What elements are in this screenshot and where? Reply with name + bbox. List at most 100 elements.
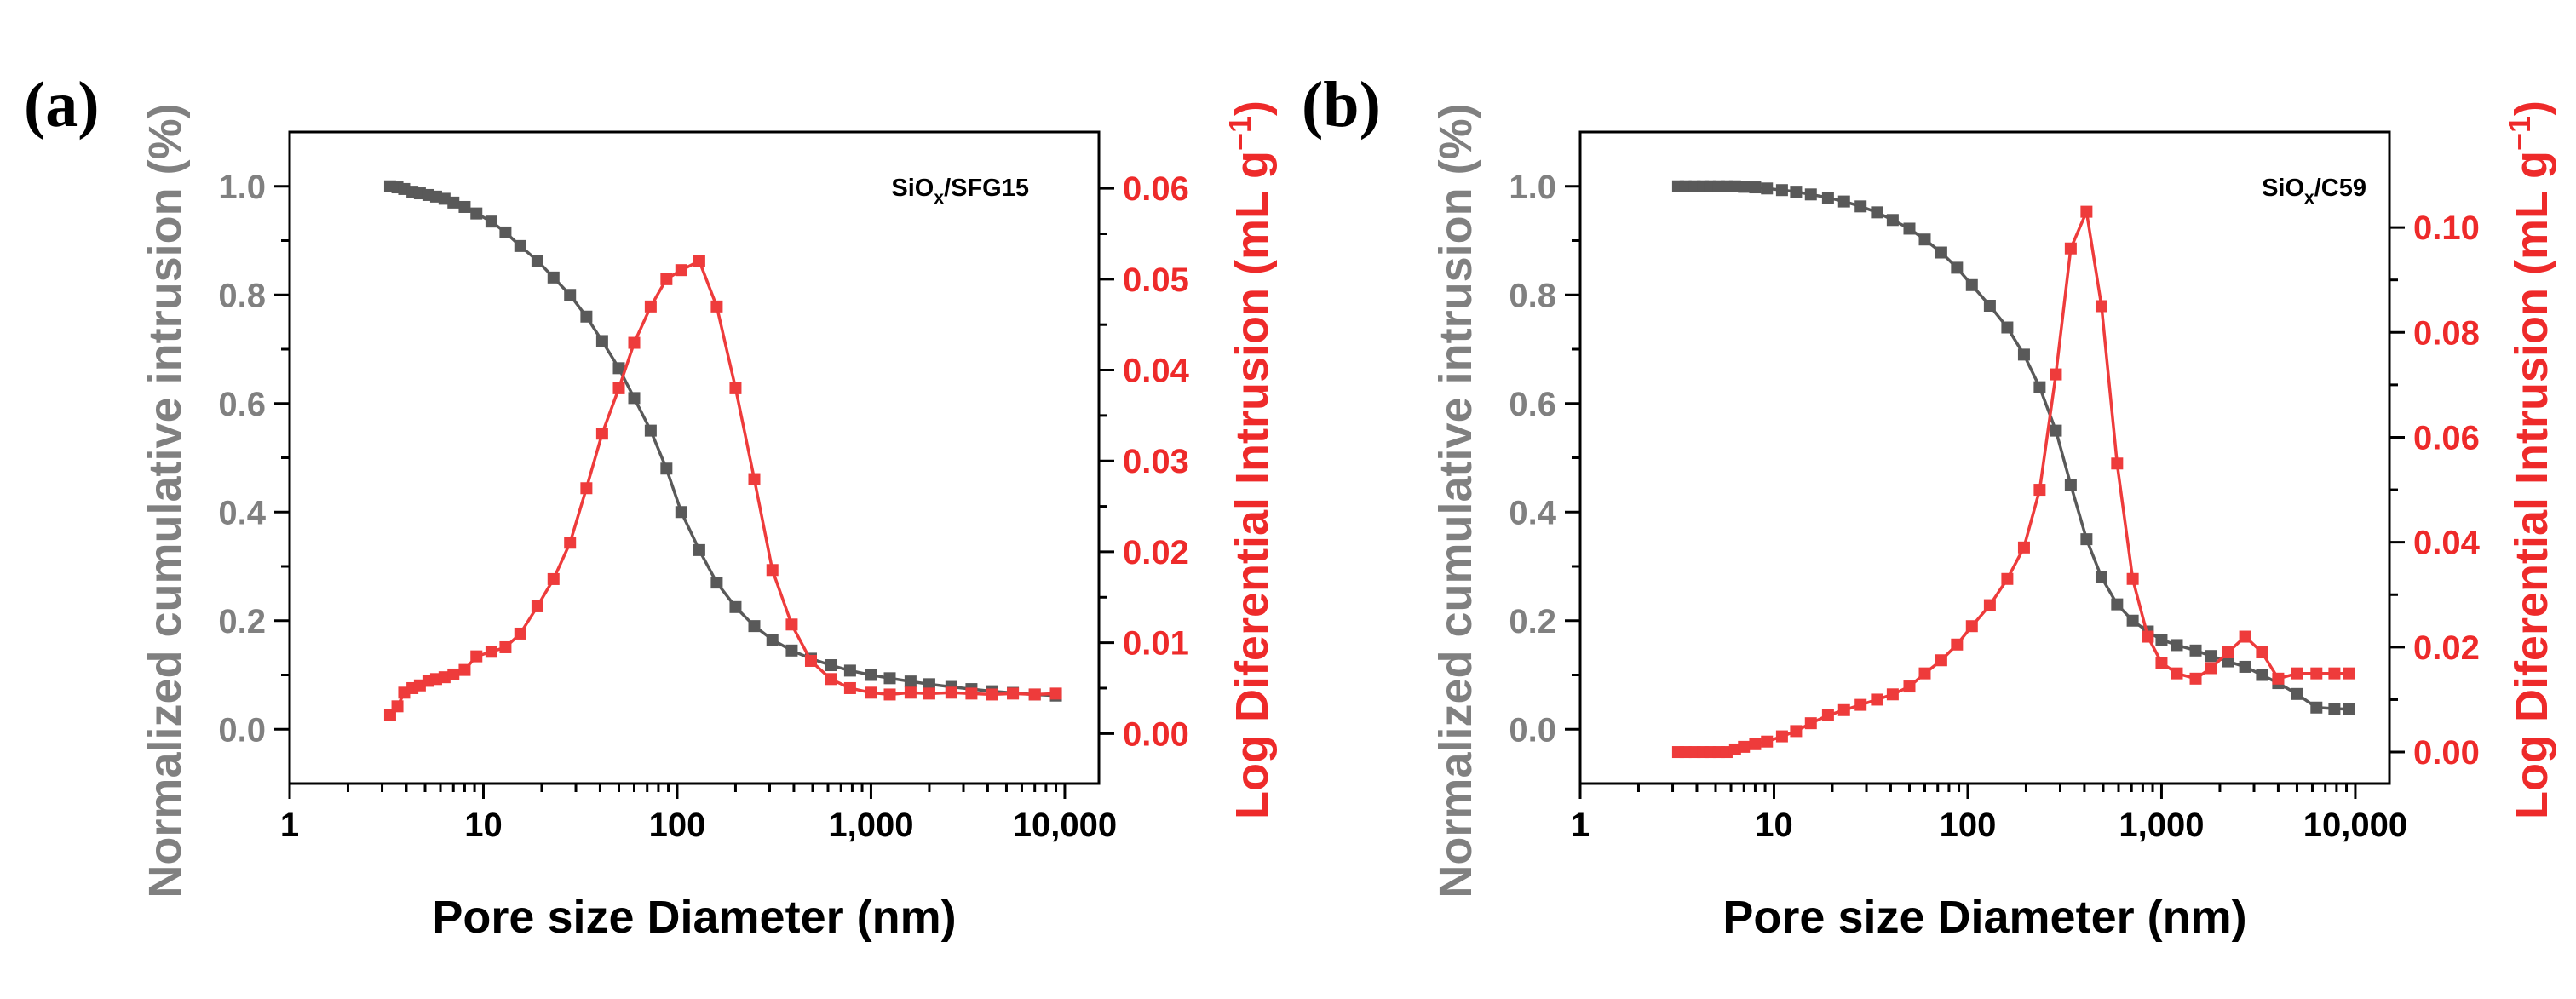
log-differential-point bbox=[923, 687, 935, 700]
log-differential-point bbox=[612, 382, 625, 394]
log-differential-point bbox=[1761, 735, 1774, 748]
right-y-axis: 0.00 0.01 0.02 0.03 0.04 0.05 0.06 bbox=[1099, 170, 1190, 753]
log-differential-point bbox=[2001, 572, 2014, 585]
cumulative-intrusion-point bbox=[1679, 180, 1692, 192]
x-tick-label: 1,000 bbox=[828, 807, 913, 844]
cumulative-intrusion-point bbox=[1790, 186, 1803, 198]
cumulative-intrusion-point bbox=[580, 310, 593, 323]
log-differential-point bbox=[458, 663, 471, 676]
log-differential-point bbox=[2310, 667, 2323, 680]
cumulative-intrusion-point bbox=[1903, 222, 1916, 235]
cumulative-intrusion-point bbox=[2222, 655, 2234, 668]
log-differential-point bbox=[1790, 725, 1803, 738]
cumulative-intrusion-point bbox=[1871, 206, 1883, 219]
right-y-axis: 0.00 0.02 0.04 0.06 0.08 0.10 bbox=[2389, 210, 2481, 772]
log-differential-point bbox=[644, 300, 657, 313]
y-right-tick-label: 0.00 bbox=[1123, 715, 1189, 753]
log-differential-point bbox=[1049, 687, 1062, 700]
left-y-axis-title: Normalized cumulative intrusion (%) bbox=[1430, 103, 1481, 898]
log-differential-point bbox=[2272, 672, 2285, 685]
log-differential-point bbox=[825, 673, 837, 686]
log-differential-point bbox=[2095, 300, 2107, 313]
y-right-tick-label: 0.03 bbox=[1123, 443, 1189, 480]
log-differential-point bbox=[1775, 730, 1788, 743]
log-differential-point bbox=[2256, 646, 2268, 659]
cumulative-intrusion-point bbox=[2001, 321, 2014, 334]
cumulative-intrusion-point bbox=[2064, 479, 2077, 491]
log-differential-point bbox=[1935, 654, 1947, 667]
cumulative-intrusion-point bbox=[531, 255, 543, 267]
series-layer bbox=[383, 180, 1062, 721]
cumulative-intrusion-point bbox=[2080, 533, 2093, 546]
log-differential-point bbox=[804, 654, 817, 667]
cumulative-intrusion-point bbox=[710, 577, 723, 589]
cumulative-intrusion-point bbox=[1854, 200, 1867, 213]
cumulative-intrusion-point bbox=[766, 634, 779, 646]
log-differential-point bbox=[485, 646, 497, 658]
y-right-tick-label: 0.06 bbox=[2413, 419, 2480, 456]
y-right-tick-label: 0.00 bbox=[2413, 734, 2480, 772]
cumulative-intrusion-point bbox=[729, 600, 742, 613]
left-y-axis-title: Normalized cumulative intrusion (%) bbox=[140, 103, 191, 898]
log-differential-point bbox=[2205, 662, 2217, 675]
cumulative-intrusion-point bbox=[675, 506, 687, 519]
cumulative-intrusion-point bbox=[2095, 571, 2107, 583]
x-axis: 1 10 100 1,000 10,000 bbox=[1571, 784, 2407, 844]
log-differential-point bbox=[499, 640, 512, 653]
log-differential-point bbox=[2017, 541, 2030, 554]
cumulative-intrusion-point bbox=[2328, 703, 2341, 715]
cumulative-intrusion-point bbox=[2155, 634, 2168, 646]
y-left-tick-label: 0.0 bbox=[218, 711, 266, 749]
cumulative-intrusion-point bbox=[1821, 192, 1834, 204]
cumulative-intrusion-point bbox=[1775, 184, 1788, 197]
y-right-tick-label: 0.10 bbox=[2413, 210, 2480, 247]
cumulative-intrusion-point bbox=[825, 659, 837, 672]
log-differential-point bbox=[2080, 205, 2093, 218]
y-left-tick-label: 0.4 bbox=[218, 494, 266, 531]
cumulative-intrusion-point bbox=[447, 196, 460, 209]
y-right-tick-label: 0.02 bbox=[1123, 534, 1189, 571]
cumulative-intrusion-point bbox=[2189, 644, 2202, 657]
y-left-tick-label: 0.2 bbox=[1509, 603, 1556, 640]
cumulative-intrusion-point bbox=[2111, 598, 2124, 611]
log-differential-point bbox=[1983, 599, 1996, 611]
log-differential-point bbox=[1749, 738, 1762, 750]
cumulative-intrusion-point bbox=[2171, 639, 2183, 652]
cumulative-intrusion-point bbox=[612, 362, 625, 375]
panel-a: (a) 1 10 100 1,000 10,000 0.0 0.2 0.4 0.6 0.8 1.0… bbox=[24, 69, 1278, 943]
x-tick-label: 1,000 bbox=[2119, 807, 2204, 844]
x-axis-title: Pore size Diameter (nm) bbox=[432, 892, 956, 943]
x-axis-title: Pore size Diameter (nm) bbox=[1722, 892, 2246, 943]
log-differential-point bbox=[2111, 457, 2124, 470]
log-differential-point bbox=[447, 668, 460, 680]
log-differential-point bbox=[391, 700, 404, 713]
log-differential-point bbox=[1886, 688, 1899, 701]
log-differential-point bbox=[1738, 740, 1751, 753]
log-differential-point bbox=[1854, 698, 1867, 711]
cumulative-intrusion-point bbox=[1983, 300, 1996, 312]
log-differential-point bbox=[748, 473, 761, 485]
log-differential-point bbox=[1821, 709, 1834, 721]
log-differential-point bbox=[2050, 368, 2062, 381]
log-differential-point bbox=[514, 627, 526, 640]
cumulative-intrusion-point bbox=[458, 200, 471, 213]
log-differential-point bbox=[2291, 667, 2303, 680]
log-differential-point bbox=[1804, 717, 1817, 730]
log-differential-point bbox=[2171, 667, 2183, 680]
cumulative-intrusion-point bbox=[485, 215, 497, 228]
cumulative-intrusion-point bbox=[660, 462, 673, 475]
cumulative-intrusion-point bbox=[1804, 188, 1817, 201]
cumulative-intrusion-point bbox=[2126, 614, 2139, 627]
cumulative-intrusion-point bbox=[883, 672, 896, 685]
sample-annotation: SiOx/C59 bbox=[2262, 175, 2366, 208]
y-right-tick-label: 0.02 bbox=[2413, 629, 2480, 667]
log-differential-point bbox=[564, 537, 577, 549]
series-layer bbox=[1671, 180, 2355, 759]
panel-label: (b) bbox=[1302, 69, 1381, 141]
cumulative-intrusion-point bbox=[2017, 348, 2030, 361]
log-differential-point bbox=[1007, 687, 1020, 700]
x-tick-label: 1 bbox=[1571, 807, 1590, 844]
log-differential-point bbox=[1965, 620, 1978, 633]
y-left-tick-label: 0.8 bbox=[1509, 277, 1556, 314]
log-differential-point bbox=[1871, 693, 1883, 706]
